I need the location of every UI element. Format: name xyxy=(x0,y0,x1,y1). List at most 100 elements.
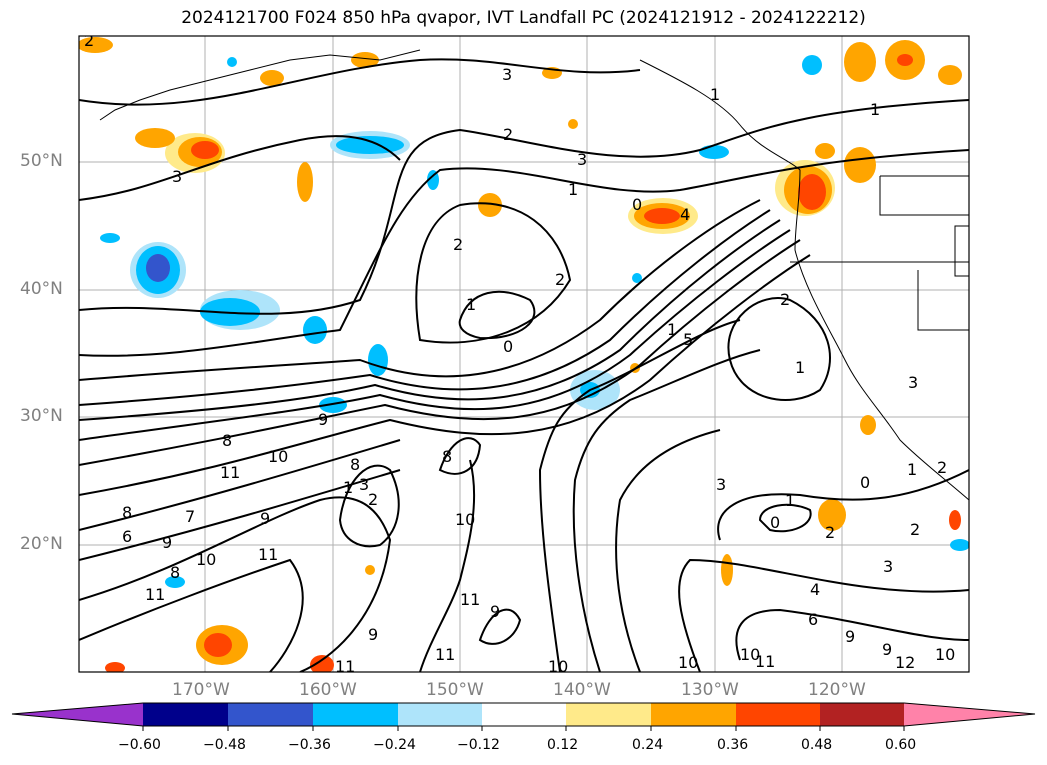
colorbar-segment xyxy=(651,703,736,726)
contour-label: 1 xyxy=(667,320,677,339)
colorbar-tick-label: −0.24 xyxy=(373,737,416,753)
contour-label: 8 xyxy=(222,431,232,450)
contour-label: 0 xyxy=(503,337,513,356)
contour-label: 2 xyxy=(555,270,565,289)
positive-anomaly-fills xyxy=(79,37,962,672)
colorbar-tick-label: −0.48 xyxy=(203,737,246,753)
contour-label: 0 xyxy=(770,513,780,532)
contour-label: 1 xyxy=(466,295,476,314)
contour-label: 0 xyxy=(860,473,870,492)
colorbar-tick-label: −0.60 xyxy=(118,737,161,753)
contour-label: 2 xyxy=(937,458,947,477)
colorbar-tick-label: 0.12 xyxy=(547,737,579,753)
contour-label: 1 xyxy=(785,491,795,510)
contour-label: 2 xyxy=(84,31,94,50)
contour-label: 0 xyxy=(632,195,642,214)
contour-label: 10 xyxy=(455,510,475,529)
contour-label: 9 xyxy=(490,602,500,621)
contour-label: 10 xyxy=(678,653,698,672)
contour-label: 9 xyxy=(260,509,270,528)
colorbar-segment xyxy=(143,703,228,726)
lon-label-160w: 160°W xyxy=(299,680,357,700)
contour-label: 9 xyxy=(845,627,855,646)
lon-label-140w: 140°W xyxy=(553,680,611,700)
contour-label: 3 xyxy=(502,65,512,84)
lon-label-150w: 150°W xyxy=(426,680,484,700)
contour-label: 1 xyxy=(870,100,880,119)
contour-label: 3 xyxy=(908,373,918,392)
map-frame xyxy=(78,35,970,673)
contour-label: 11 xyxy=(220,463,240,482)
contour-label: 1 xyxy=(710,85,720,104)
contour-label: 3 xyxy=(716,475,726,494)
colorbar-tick-label: 0.36 xyxy=(717,737,749,753)
colorbar-segment xyxy=(566,703,651,726)
lat-label-50n: 50°N xyxy=(20,151,63,171)
lat-label-30n: 30°N xyxy=(20,406,63,426)
contour-label: 4 xyxy=(810,580,820,599)
contour-label: 11 xyxy=(460,590,480,609)
colorbar-segment xyxy=(228,703,313,726)
colorbar-segment xyxy=(482,703,566,726)
contour-label: 3 xyxy=(359,475,369,494)
contour-label: 11 xyxy=(258,545,278,564)
contour-label: 8 xyxy=(442,447,452,466)
contour-label: 8 xyxy=(350,455,360,474)
contour-label: 2 xyxy=(780,290,790,309)
contour-label: 1 xyxy=(795,358,805,377)
contour-label: 11 xyxy=(435,645,455,664)
contour-label: 4 xyxy=(680,205,690,224)
negative-anomaly-fills xyxy=(100,55,969,588)
contour-label: 6 xyxy=(122,527,132,546)
lon-label-170w: 170°W xyxy=(172,680,230,700)
colorbar-segment xyxy=(398,703,482,726)
contour-label: 2 xyxy=(825,523,835,542)
contour-label: 2 xyxy=(368,490,378,509)
contour-label: 2 xyxy=(503,125,513,144)
contour-label: 10 xyxy=(548,657,568,676)
graticule xyxy=(79,36,969,672)
contour-label: 11 xyxy=(335,657,355,676)
lon-label-130w: 130°W xyxy=(681,680,739,700)
figure-title: 2024121700 F024 850 hPa qvapor, IVT Land… xyxy=(181,8,866,28)
contour-label: 3 xyxy=(883,557,893,576)
contour-label: 1 xyxy=(343,478,353,497)
contour-label: 1 xyxy=(907,460,917,479)
contour-label: 9 xyxy=(318,410,328,429)
contour-label: 8 xyxy=(170,563,180,582)
colorbar-tick-label: −0.36 xyxy=(288,737,331,753)
contour-label: 11 xyxy=(755,652,775,671)
contour-label: 9 xyxy=(368,625,378,644)
colorbar-segment xyxy=(820,703,904,726)
contour-label: 6 xyxy=(808,610,818,629)
contour-label: 5 xyxy=(683,330,693,349)
colorbar-tick-label: −0.12 xyxy=(457,737,500,753)
contour-label: 12 xyxy=(895,653,915,672)
contour-label: 8 xyxy=(122,503,132,522)
contour-label: 9 xyxy=(882,640,892,659)
contour-label: 2 xyxy=(453,235,463,254)
lat-label-40n: 40°N xyxy=(20,279,63,299)
contour-label: 1 xyxy=(568,180,578,199)
contour-lines xyxy=(79,58,969,672)
colorbar-extend-left xyxy=(12,703,143,726)
lat-label-20n: 20°N xyxy=(20,534,63,554)
contour-label: 10 xyxy=(268,447,288,466)
contour-label: 10 xyxy=(935,645,955,664)
colorbar xyxy=(11,702,1036,731)
contour-label: 10 xyxy=(196,550,216,569)
lon-label-120w: 120°W xyxy=(808,680,866,700)
colorbar-tick-label: 0.48 xyxy=(801,737,833,753)
colorbar-segment xyxy=(736,703,820,726)
colorbar-segment xyxy=(313,703,398,726)
contour-label: 3 xyxy=(577,150,587,169)
colorbar-tick-label: 0.60 xyxy=(885,737,917,753)
contour-label: 2 xyxy=(910,520,920,539)
contour-label: 3 xyxy=(172,167,182,186)
contour-label: 10 xyxy=(740,645,760,664)
contour-label: 7 xyxy=(185,507,195,526)
colorbar-tick-label: 0.24 xyxy=(632,737,664,753)
contour-labels: 2 3 2 1 3 1 0 4 2 2 1 0 1 5 1 2 3 3 9 8 … xyxy=(84,31,955,676)
contour-label: 9 xyxy=(162,533,172,552)
